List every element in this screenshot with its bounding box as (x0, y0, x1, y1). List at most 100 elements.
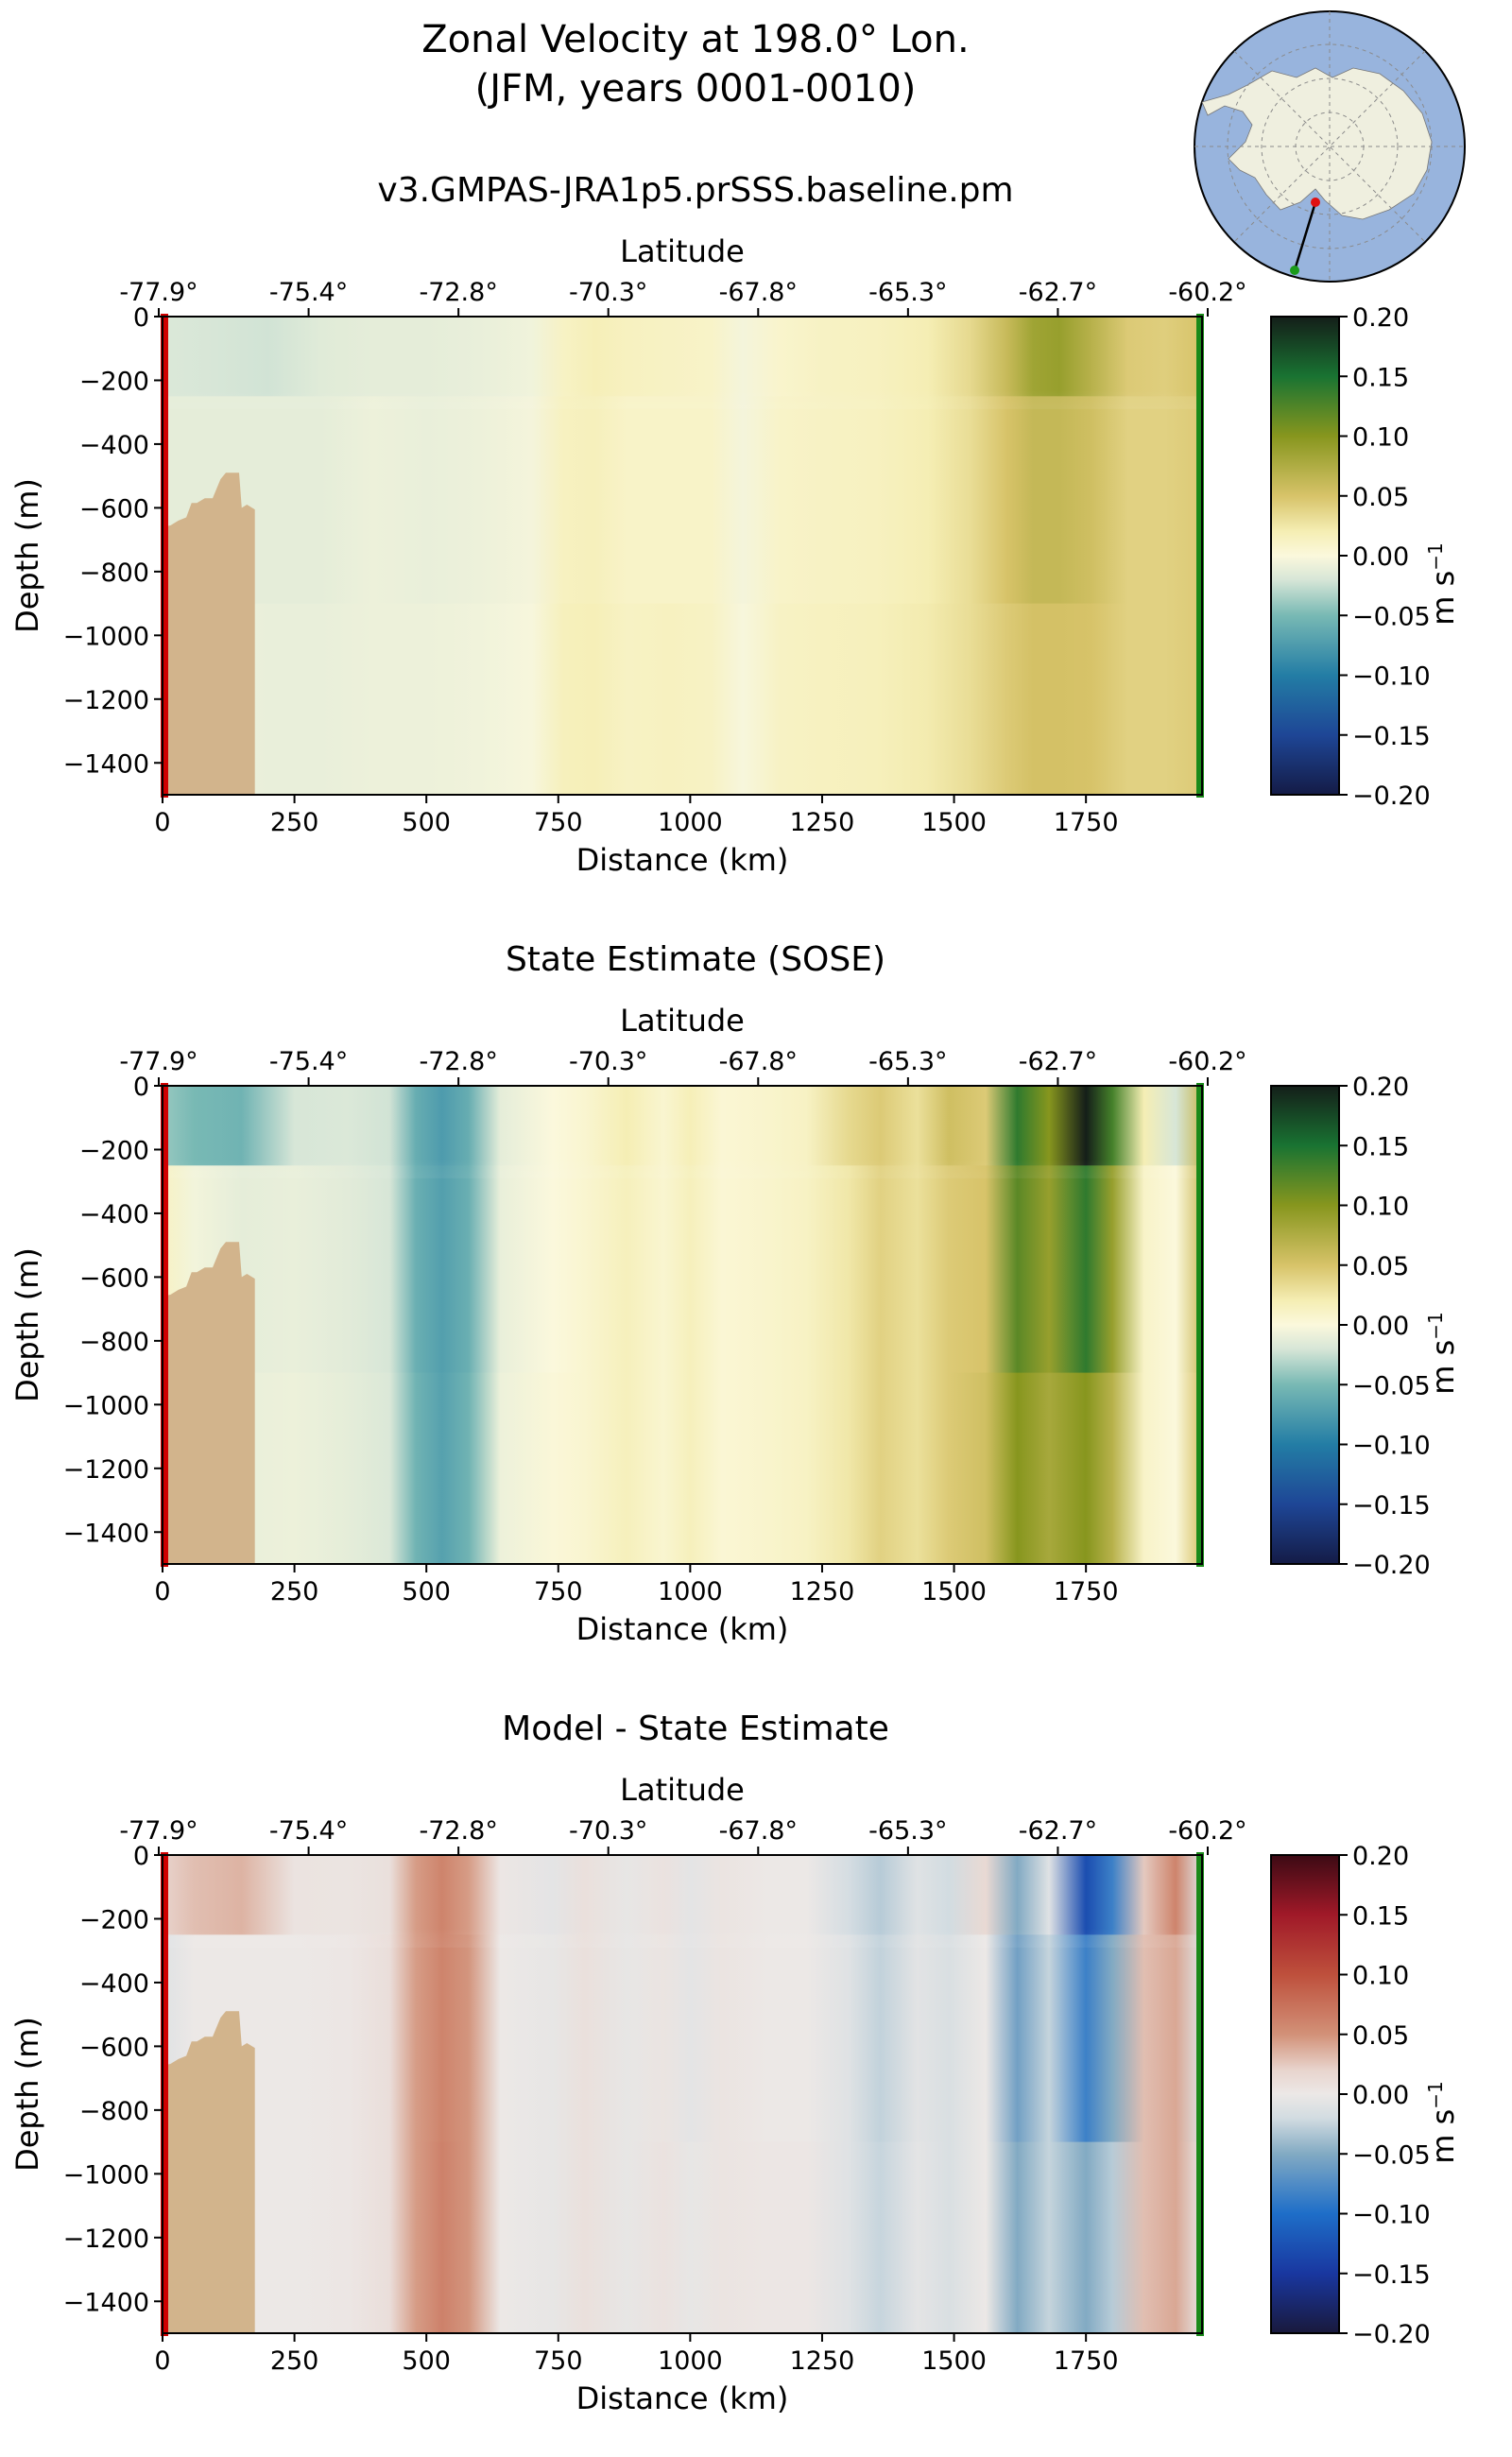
colorbar-label-exponent: −1 (1424, 2081, 1447, 2108)
colorbar-tick-label: 0.05 (1352, 483, 1409, 512)
colorbar-tick-label: −0.20 (1352, 782, 1431, 811)
panel-2-title: State Estimate (SOSE) (505, 940, 886, 979)
y-tick-label: −800 (79, 558, 149, 588)
plot-frame (162, 1854, 1203, 2334)
x-tick-label: 250 (270, 808, 319, 837)
y-tick-label: −200 (79, 1136, 149, 1165)
lat-tick-label: -67.8° (719, 1816, 798, 1846)
lat-tick-label: -70.3° (569, 278, 647, 307)
x-axis-label: Distance (km) (576, 2380, 789, 2416)
colorbar-tick-label: 0.05 (1352, 1252, 1409, 1281)
y-tick-label: 0 (133, 303, 149, 333)
lat-tick-label: -60.2° (1168, 1047, 1246, 1076)
y-axis-label: Depth (m) (9, 2017, 45, 2172)
inset-section-end-dot (1290, 266, 1299, 275)
x-tick-label: 1750 (1054, 1577, 1119, 1606)
x-tick-label: 750 (534, 1577, 583, 1606)
x-tick-label: 750 (534, 2346, 583, 2376)
colorbar-tick-label: 0.15 (1352, 363, 1409, 392)
colorbar-label-exponent: −1 (1424, 542, 1447, 570)
colorbar-tick-label: 0.10 (1352, 1962, 1409, 1991)
heatmap-blend-band (163, 389, 1202, 409)
colorbar (1270, 1854, 1340, 2334)
lat-tick-label: -77.9° (119, 1816, 198, 1846)
colorbar-tick-label: 0.10 (1352, 1193, 1409, 1222)
x-tick-label: 1500 (921, 2346, 987, 2376)
x-tick-label: 750 (534, 808, 583, 837)
colorbar-tick-label: −0.15 (1352, 722, 1431, 751)
heatmap-layer-3 (163, 2141, 1202, 2334)
y-tick-label: −600 (79, 1263, 149, 1293)
section-start-marker (161, 1852, 168, 2336)
colorbar-tick-label: 0.20 (1352, 1073, 1409, 1102)
heatmap-layer-1 (163, 1855, 1202, 1935)
lat-tick-label: -77.9° (119, 278, 198, 307)
heatmap-layer-3 (163, 1372, 1202, 1565)
colorbar-tick-label: −0.20 (1352, 2320, 1431, 2349)
x-axis-label: Distance (km) (576, 842, 789, 878)
colorbar-tick-label: 0.15 (1352, 1901, 1409, 1931)
panel-1-title: v3.GMPAS-JRA1p5.prSSS.baseline.pm (377, 171, 1014, 210)
lat-tick-label: -72.8° (419, 1047, 497, 1076)
y-tick-label: −1400 (63, 749, 149, 779)
y-tick-label: −1200 (63, 2225, 149, 2254)
location-inset-map (1194, 10, 1466, 283)
y-tick-label: −1000 (63, 2160, 149, 2190)
bathymetry-fill (163, 1242, 255, 1564)
lat-tick-label: -67.8° (719, 1047, 798, 1076)
plot-frame (162, 316, 1203, 796)
x-tick-label: 500 (402, 2346, 451, 2376)
section-start-marker (161, 1083, 168, 1567)
colorbar (1270, 1085, 1340, 1565)
y-tick-label: −400 (79, 1200, 149, 1229)
x-tick-label: 0 (154, 1577, 170, 1606)
heatmap-blend-band (163, 1159, 1202, 1178)
lat-tick-label: -77.9° (119, 1047, 198, 1076)
x-tick-label: 1250 (790, 1577, 855, 1606)
lat-tick-label: -60.2° (1168, 278, 1246, 307)
bathymetry-fill (163, 2011, 255, 2333)
x-tick-label: 0 (154, 2346, 170, 2376)
lat-tick-label: -72.8° (419, 278, 497, 307)
lat-tick-label: -60.2° (1168, 1816, 1246, 1846)
colorbar-tick-label: −0.20 (1352, 1551, 1431, 1580)
y-tick-label: −1400 (63, 1519, 149, 1548)
colorbar-tick-label: −0.10 (1352, 662, 1431, 692)
inset-antarctica (1201, 67, 1433, 220)
top-axis-label: Latitude (620, 233, 745, 269)
y-axis-label: Depth (m) (9, 1247, 45, 1402)
colorbar-label-exponent: −1 (1424, 1312, 1447, 1339)
x-tick-label: 250 (270, 2346, 319, 2376)
bathymetry-fill (163, 472, 255, 795)
lat-tick-label: -62.7° (1019, 1816, 1097, 1846)
inset-graticule (1194, 11, 1465, 282)
y-tick-label: −1200 (63, 1455, 149, 1485)
heatmap-layer-2 (163, 1934, 1202, 2143)
inset-section-start-dot (1311, 198, 1320, 207)
x-tick-label: 1500 (921, 808, 987, 837)
section-end-marker (1196, 1852, 1204, 2336)
top-axis-label: Latitude (620, 1003, 745, 1039)
colorbar-tick-label: −0.15 (1352, 1491, 1431, 1521)
colorbar-tick-label: 0.20 (1352, 303, 1409, 333)
lat-tick-label: -65.3° (868, 1047, 947, 1076)
x-tick-label: 1750 (1054, 808, 1119, 837)
lat-tick-label: -62.7° (1019, 278, 1097, 307)
x-tick-label: 1000 (658, 1577, 723, 1606)
colorbar-tick-label: 0.00 (1352, 1312, 1409, 1341)
top-axis-label: Latitude (620, 1772, 745, 1808)
y-tick-label: −400 (79, 431, 149, 460)
colorbar-tick-label: −0.10 (1352, 2201, 1431, 2230)
colorbar-tick-label: 0.00 (1352, 542, 1409, 572)
y-tick-label: −1400 (63, 2288, 149, 2317)
y-tick-label: −600 (79, 494, 149, 524)
lat-tick-label: -65.3° (868, 278, 947, 307)
colorbar-tick-label: 0.00 (1352, 2081, 1409, 2110)
x-tick-label: 1250 (790, 2346, 855, 2376)
heatmap-layer-1 (163, 1086, 1202, 1166)
colorbar-tick-label: 0.05 (1352, 2021, 1409, 2051)
colorbar-label-unit: m s (1425, 2109, 1461, 2164)
panel-3-title: Model - State Estimate (502, 1710, 889, 1748)
